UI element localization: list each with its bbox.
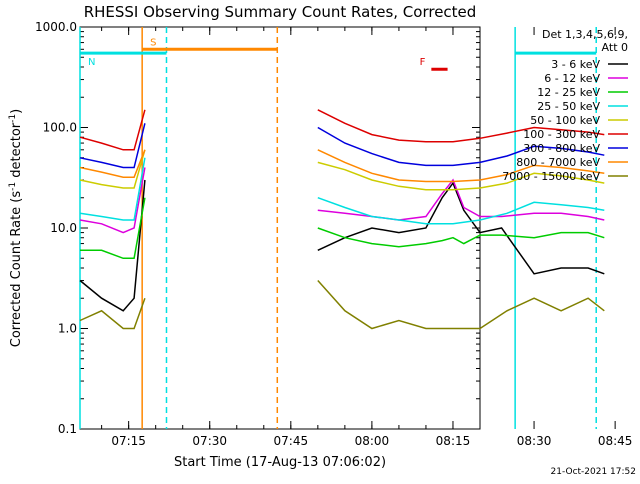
series-lines (79, 109, 605, 330)
series-line (317, 161, 605, 191)
series-line (79, 157, 146, 221)
series-line (317, 178, 605, 221)
series-line (317, 196, 605, 225)
legend-entry-label: 12 - 25 keV (537, 86, 600, 99)
x-tick-label: 08:45 (598, 434, 633, 448)
series-line (317, 126, 605, 167)
series-line (80, 197, 146, 260)
y-label-part-2: detector (9, 122, 24, 182)
y-label-part-3: ) (9, 109, 24, 114)
x-tick-label: 07:45 (274, 434, 309, 448)
y-tick-label: 1000.0 (35, 20, 77, 34)
interval-bars: S N F (80, 37, 597, 71)
series-line (317, 149, 605, 183)
chart-title: RHESSI Observing Summary Count Rates, Co… (84, 3, 477, 21)
legend-entry-label: 7000 - 15000 keV (502, 170, 600, 183)
series-line (79, 167, 146, 234)
series-line (317, 227, 605, 248)
interval-label: N (88, 57, 95, 68)
legend-entry-label: 3 - 6 keV (551, 58, 600, 71)
legend-entry-label: 800 - 7000 keV (516, 156, 600, 169)
legend-header-1: Det 1,3,4,5,6,9, (542, 28, 628, 41)
y-tick-label: 1.0 (58, 322, 77, 336)
y-axis-label: Corrected Count Rate (s-1 detector-1) (8, 109, 24, 347)
legend-entry-label: 6 - 12 keV (544, 72, 600, 85)
series-line (317, 280, 605, 330)
x-axis-label: Start Time (17-Aug-13 07:06:02) (174, 455, 386, 470)
y-label-part-1: Corrected Count Rate (s (9, 191, 24, 348)
x-tick-label: 08:15 (436, 434, 471, 448)
series-line (79, 297, 146, 330)
x-tick-label: 08:30 (517, 434, 552, 448)
timestamp: 21-Oct-2021 17:52 (551, 467, 636, 477)
x-tick-label: 08:00 (355, 434, 390, 448)
x-tick-label: 07:15 (111, 434, 146, 448)
legend-entry-label: 50 - 100 keV (530, 114, 600, 127)
vertical-markers (79, 27, 597, 429)
series-line (317, 181, 605, 275)
legend-entry-label: 100 - 300 keV (523, 128, 600, 141)
interval-label: S (150, 37, 156, 48)
series-line (79, 149, 146, 189)
y-axis: 0.1 1.0 10.0 100.0 1000.0 (35, 20, 480, 436)
series-line (79, 123, 146, 169)
series-line (79, 179, 146, 312)
x-axis: 07:15 07:30 07:45 08:00 08:15 08:30 08:45 (101, 27, 633, 448)
series-line (317, 109, 605, 143)
legend-header-2: Att 0 (602, 41, 628, 54)
series-line (79, 109, 146, 151)
y-tick-label: 0.1 (58, 422, 77, 436)
y-tick-label: 10.0 (50, 221, 77, 235)
y-label-sup-1: -1 (8, 182, 18, 191)
legend-entry-label: 25 - 50 keV (537, 100, 600, 113)
interval-label: F (420, 57, 426, 68)
y-tick-label: 100.0 (43, 121, 77, 135)
x-tick-label: 07:30 (192, 434, 227, 448)
y-label-sup-2: -1 (8, 114, 18, 123)
series-line (79, 149, 146, 178)
legend-entry-label: 300 - 800 keV (523, 142, 600, 155)
